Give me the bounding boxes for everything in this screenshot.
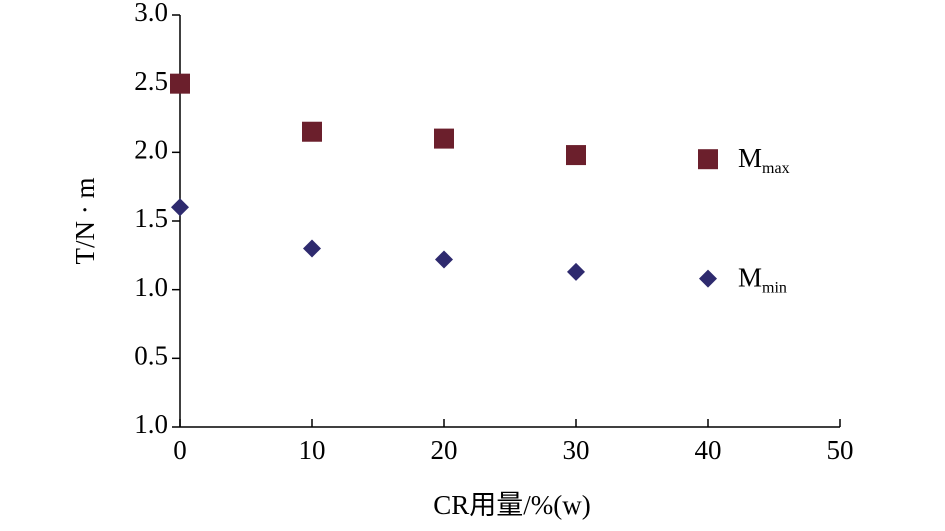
point <box>171 198 189 217</box>
point <box>434 128 454 149</box>
y-tick-label: 1.0 <box>134 272 168 302</box>
legend-subscript: max <box>762 160 790 177</box>
legend-label: Mmax <box>738 143 790 176</box>
y-tick-label: 3.0 <box>134 0 168 27</box>
point <box>699 269 717 288</box>
legend-subscript: min <box>762 279 787 296</box>
point <box>302 121 322 142</box>
y-tick-label: 2.0 <box>134 135 168 165</box>
x-tick-label: 20 <box>431 435 458 465</box>
x-tick-label: 40 <box>695 435 722 465</box>
point <box>435 250 453 269</box>
y-tick-label: 0.5 <box>134 341 168 371</box>
legend-name: M <box>738 263 762 293</box>
point <box>170 73 190 94</box>
legend-name: M <box>738 143 762 173</box>
point <box>566 145 586 166</box>
x-tick-label: 10 <box>299 435 326 465</box>
legend-label: Mmin <box>738 263 787 296</box>
x-tick-label: 50 <box>827 435 854 465</box>
point <box>698 149 718 170</box>
y-tick-label: 1.5 <box>134 203 168 233</box>
y-tick-label: 1.0 <box>134 409 168 439</box>
y-axis-label: T/N · m <box>70 178 100 265</box>
x-axis-label: CR用量/%(w) <box>433 490 591 520</box>
y-tick-label: 2.5 <box>134 66 168 96</box>
point <box>303 239 321 258</box>
x-tick-label: 0 <box>173 435 187 465</box>
point <box>567 262 585 281</box>
x-tick-label: 30 <box>563 435 590 465</box>
